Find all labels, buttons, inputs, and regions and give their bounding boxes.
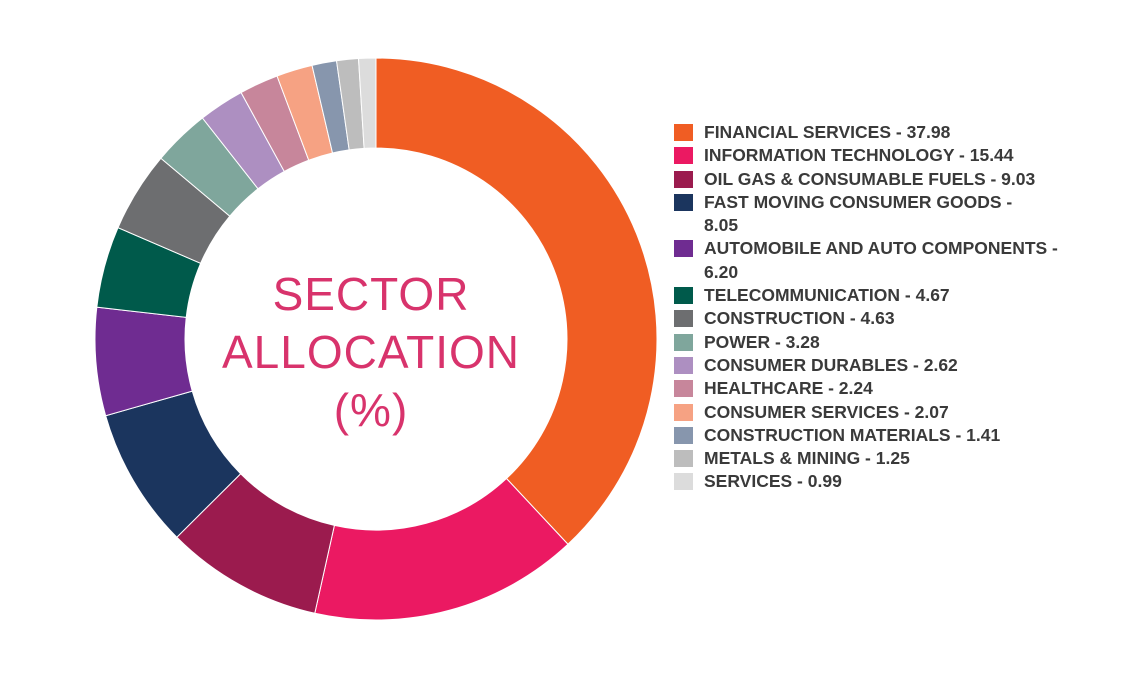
chart-title-line-1: SECTOR (272, 268, 470, 320)
legend-item-financial-services: FINANCIAL SERVICES - 37.98 (674, 121, 1114, 144)
legend-swatch (674, 124, 693, 141)
legend-swatch (674, 380, 693, 398)
legend-label: INFORMATION TECHNOLOGY - 15.44 (704, 145, 1014, 166)
legend-item-construction-materials: CONSTRUCTION MATERIALS - 1.41 (674, 424, 1114, 447)
legend-label: CONSUMER DURABLES - 2.62 (704, 354, 958, 375)
legend-item-construction: CONSTRUCTION - 4.63 (674, 307, 1114, 330)
legend-item-telecommunication: TELECOMMUNICATION - 4.67 (674, 284, 1114, 307)
legend-label: FINANCIAL SERVICES - 37.98 (704, 122, 951, 142)
legend-item-healthcare: HEALTHCARE - 2.24 (674, 377, 1114, 400)
legend-item-services: SERVICES - 0.99 (674, 470, 1114, 493)
legend-item-consumer-services: CONSUMER SERVICES - 2.07 (674, 401, 1114, 424)
legend-item-automobile: AUTOMOBILE AND AUTO COMPONENTS - 6.20 (674, 237, 1089, 284)
legend-swatch (674, 193, 693, 211)
legend-swatch (674, 240, 693, 258)
chart-title-line-3: (%) (333, 384, 409, 436)
legend-item-consumer-durables: CONSUMER DURABLES - 2.62 (674, 354, 1114, 377)
legend-swatch (674, 426, 693, 444)
legend-label: CONSUMER SERVICES - 2.07 (704, 401, 949, 422)
legend-label: TELECOMMUNICATION - 4.67 (704, 285, 950, 306)
legend-swatch (674, 403, 693, 421)
legend-item-metals-mining: METALS & MINING - 1.25 (674, 447, 1114, 470)
legend-label: CONSTRUCTION MATERIALS - 1.41 (704, 424, 1001, 445)
legend: FINANCIAL SERVICES - 37.98 INFORMATION T… (674, 121, 1114, 494)
legend-swatch (674, 333, 693, 351)
legend-label: CONSTRUCTION - 4.63 (704, 308, 895, 329)
legend-item-oil-gas: OIL GAS & CONSUMABLE FUELS - 9.03 (674, 168, 1044, 191)
legend-label: METALS & MINING - 1.25 (704, 448, 910, 469)
donut-slice-13 (357, 57, 377, 149)
donut-slice-0 (375, 57, 658, 545)
legend-item-power: POWER - 3.28 (674, 331, 1114, 354)
legend-item-fmcg: FAST MOVING CONSUMER GOODS - 8.05 (674, 191, 1044, 238)
legend-label: AUTOMOBILE AND AUTO COMPONENTS - 6.20 (704, 238, 1058, 282)
legend-swatch (674, 170, 693, 188)
legend-label: OIL GAS & CONSUMABLE FUELS - 9.03 (704, 168, 1036, 189)
chart-title-line-2: ALLOCATION (222, 326, 520, 378)
legend-label: HEALTHCARE - 2.24 (704, 378, 873, 399)
legend-label: SERVICES - 0.99 (704, 471, 842, 492)
legend-item-information-technology: INFORMATION TECHNOLOGY - 15.44 (674, 144, 1114, 167)
legend-swatch (674, 450, 693, 468)
legend-swatch (674, 356, 693, 374)
legend-label: POWER - 3.28 (704, 331, 820, 352)
legend-swatch (674, 310, 693, 328)
donut-chart (94, 57, 658, 621)
legend-label: FAST MOVING CONSUMER GOODS - 8.05 (704, 191, 1013, 236)
chart-title: SECTOR ALLOCATION (%) (186, 265, 556, 439)
legend-swatch (674, 287, 693, 305)
legend-swatch (674, 473, 693, 491)
legend-swatch (674, 147, 693, 165)
